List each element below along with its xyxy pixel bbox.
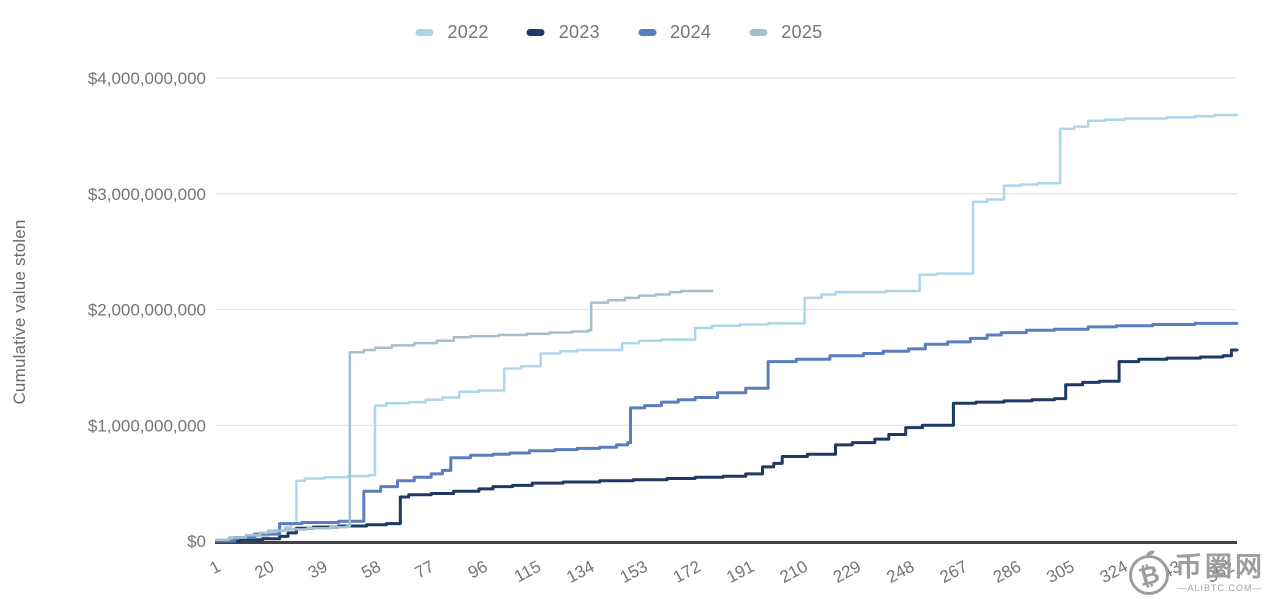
x-tick-label-286: 286 [990, 557, 1024, 587]
x-tick-label-58: 58 [358, 557, 384, 583]
legend-label: 2025 [781, 22, 823, 42]
y-tick-label: $1,000,000,000 [88, 416, 206, 435]
watermark: ₿ 币圈网 —ALIBTC.COM— [1125, 548, 1265, 598]
x-tick-label-210: 210 [777, 557, 811, 587]
legend-item-2025: 2025 [749, 22, 822, 43]
x-tick-label-267: 267 [937, 557, 971, 587]
x-tick-label-191: 191 [723, 557, 757, 587]
watermark-text: 币圈网 —ALIBTC.COM— [1175, 551, 1265, 593]
y-axis-title: Cumulative value stolen [10, 219, 29, 405]
x-tick-label-172: 172 [670, 557, 704, 587]
x-tick-label-153: 153 [617, 557, 651, 587]
legend-item-2023: 2023 [526, 22, 600, 43]
legend-swatch-2024 [638, 29, 656, 36]
series-line-2024 [215, 321, 1239, 543]
legend-swatch-2025 [749, 29, 768, 36]
x-tick-label-305: 305 [1043, 557, 1077, 587]
watermark-site-name: 币圈网 [1175, 551, 1265, 582]
bitcoin-coin-icon: ₿ [1129, 550, 1169, 595]
legend: 2022 2023 2024 2025 [415, 22, 823, 43]
series-line-2023 [215, 348, 1239, 543]
legend-item-2022: 2022 [415, 22, 489, 43]
series-line-2025 [215, 289, 714, 542]
series-line-2022 [215, 113, 1239, 542]
x-tick-label-1: 1 [207, 557, 224, 578]
x-tick-label-20: 20 [252, 557, 278, 583]
y-tick-label: $2,000,000,000 [88, 301, 206, 320]
watermark-domain: —ALIBTC.COM— [1177, 582, 1263, 593]
y-tick-label: $4,000,000,000 [88, 69, 206, 88]
y-tick-label: $3,000,000,000 [88, 185, 206, 204]
legend-label: 2024 [670, 22, 712, 42]
legend-item-2024: 2024 [638, 22, 711, 43]
y-tick-label: $0 [187, 532, 206, 551]
x-tick-label-39: 39 [305, 557, 331, 583]
x-tick-label-77: 77 [412, 557, 438, 583]
legend-label: 2023 [558, 22, 600, 42]
legend-label: 2022 [447, 22, 489, 42]
x-tick-label-134: 134 [563, 557, 597, 587]
x-tick-label-96: 96 [465, 557, 491, 583]
x-tick-label-229: 229 [830, 557, 864, 587]
x-tick-label-115: 115 [511, 557, 544, 587]
legend-swatch-2023 [526, 29, 545, 36]
x-tick-label-248: 248 [883, 557, 917, 587]
legend-swatch-2022 [415, 29, 434, 36]
